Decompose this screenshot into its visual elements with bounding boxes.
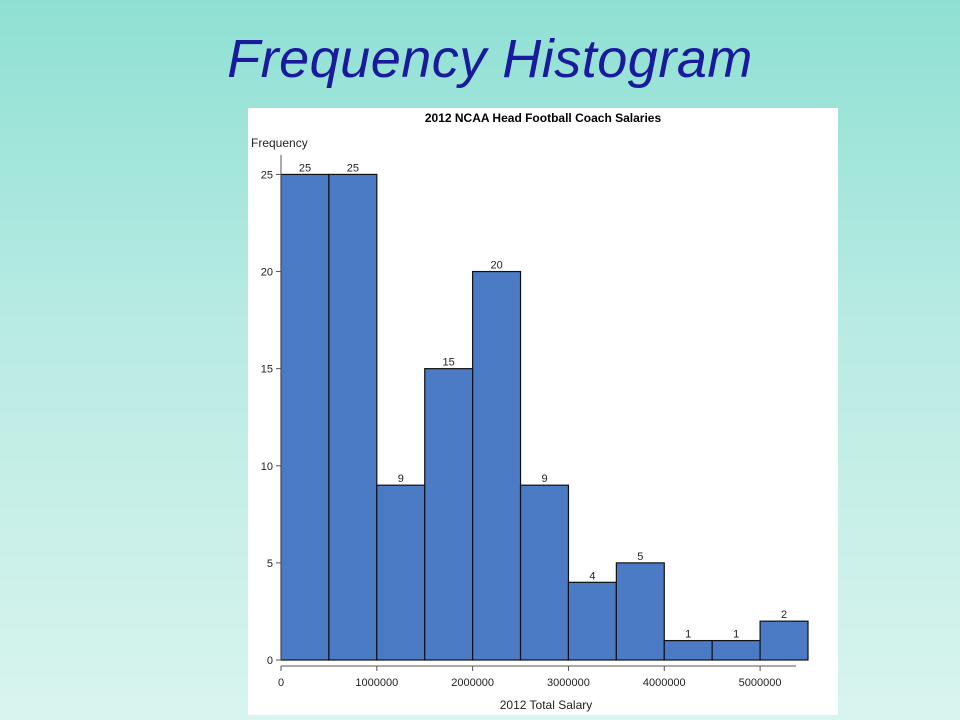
histogram-bar <box>280 173 330 661</box>
bar-data-label: 5 <box>637 551 643 563</box>
histogram-bar <box>519 484 570 661</box>
x-tick-label: 5000000 <box>739 677 782 689</box>
x-tick-label: 0 <box>278 677 284 689</box>
x-tick-label: 3000000 <box>547 677 590 689</box>
bar-data-label: 15 <box>443 357 455 369</box>
y-tick-label: 10 <box>261 461 273 473</box>
y-tick-label: 5 <box>267 558 273 570</box>
histogram-bar <box>663 639 713 661</box>
slide-title: Frequency Histogram <box>227 29 753 89</box>
bar-data-label: 20 <box>490 260 502 272</box>
bar-data-label: 4 <box>589 570 595 582</box>
data-labels-group: 25 25 9 15 20 9 4 5 1 1 2 <box>299 162 787 640</box>
histogram-bar <box>567 581 617 661</box>
x-axis-label: 2012 Total Salary <box>500 698 593 712</box>
bars-group <box>280 173 809 661</box>
bar-data-label: 25 <box>347 162 359 174</box>
y-axis-label: Frequency <box>251 136 308 150</box>
histogram-bar <box>711 639 761 661</box>
bar-data-label: 25 <box>299 162 311 174</box>
histogram-chart: 2012 NCAA Head Football Coach Salaries F… <box>251 111 809 712</box>
bar-data-label: 1 <box>733 629 739 641</box>
histogram-bar <box>472 270 522 661</box>
bar-data-label: 1 <box>685 629 691 641</box>
bar-data-label: 9 <box>398 473 404 485</box>
bar-data-label: 2 <box>781 609 787 621</box>
y-tick-label: 0 <box>267 655 273 667</box>
histogram-bar <box>424 368 474 661</box>
y-tick-label: 25 <box>261 169 273 181</box>
chart-title: 2012 NCAA Head Football Coach Salaries <box>425 111 662 125</box>
y-tick-label: 15 <box>261 364 273 376</box>
histogram-bar <box>328 173 378 661</box>
histogram-bar <box>759 620 809 661</box>
chart-panel: 2012 NCAA Head Football Coach Salaries F… <box>248 108 838 715</box>
x-tick-label: 2000000 <box>451 677 494 689</box>
histogram-bar <box>376 484 426 661</box>
histogram-bar <box>615 562 665 661</box>
bar-data-label: 9 <box>541 473 547 485</box>
x-tick-label: 4000000 <box>643 677 686 689</box>
x-tick-label: 1000000 <box>355 677 398 689</box>
y-tick-label: 20 <box>261 267 273 279</box>
